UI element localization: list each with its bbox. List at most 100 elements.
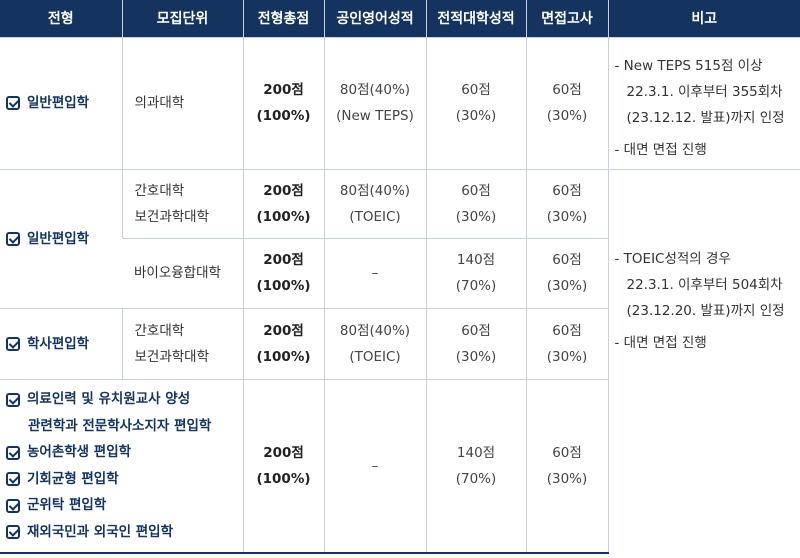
prev-percent: (30%) [455, 208, 497, 225]
prev-points: 140점 [456, 444, 496, 461]
checkbox-icon [6, 231, 20, 246]
english-test: (New TEPS) [336, 108, 414, 124]
header-note: 비고 [607, 0, 800, 37]
prev-score-cell: 60점 (30%) [425, 307, 526, 379]
english-test: (TOEIC) [349, 208, 401, 225]
total-points: 200점 [263, 322, 304, 339]
checkbox-icon [6, 472, 20, 486]
type-cell: 일반편입학 [0, 36, 122, 169]
table-row: 바이오융합대학 200점 (100%) – 140점 (70%) 60점 (30%) [0, 237, 800, 308]
table-row: 일반편입학 간호대학 보건과학대학 200점 (100%) 80점(40%) (TOE… [0, 168, 800, 553]
total-cell: 200점 (100%) [242, 168, 324, 238]
note-line: - 대면 면접 진행 [614, 335, 707, 352]
checkbox-icon [6, 445, 20, 460]
type-cell: 의료인력 및 유치원교사 양성 관련학과 전문학사소지자 편입학 농어촌학생 편… [0, 378, 243, 554]
english-cell: – [323, 237, 426, 308]
interview-cell: 60점 (30%) [525, 237, 608, 308]
total-cell: 200점 (100%) [242, 237, 324, 308]
unit-label: 간호대학 [134, 322, 185, 339]
checkbox-icon [6, 336, 20, 351]
interview-percent: (30%) [546, 208, 588, 225]
total-percent: (100%) [256, 208, 311, 225]
note-line: - TOEIC성적의 경우 [614, 251, 731, 268]
total-cell: 200점 (100%) [242, 36, 324, 169]
prev-percent: (70%) [455, 278, 497, 294]
unit-label: 간호대학 [134, 182, 185, 199]
total-percent: (100%) [256, 470, 311, 487]
total-points: 200점 [263, 444, 304, 461]
checkbox-icon [6, 392, 20, 407]
note-cell-toeic: - TOEIC성적의 경우 22.3.1. 이후부터 504회차 (23.12.… [607, 168, 800, 553]
table-row: 의료인력 및 유치원교사 양성 관련학과 전문학사소지자 편입학 농어촌학생 편… [0, 378, 800, 554]
note-line: - 대면 면접 진행 [614, 142, 707, 158]
note-line: (23.12.12. 발표)까지 인정 [626, 110, 785, 126]
interview-cell: 60점 (30%) [525, 36, 608, 169]
unit-cell: 의과대학 [121, 36, 243, 169]
type-label: 기회균형 편입학 [27, 470, 119, 487]
prev-score-cell: 140점 (70%) [425, 378, 526, 554]
prev-points: 60점 [461, 182, 491, 199]
type-cell: 학사편입학 [0, 307, 122, 379]
total-cell: 200점 (100%) [242, 378, 324, 554]
prev-percent: (70%) [455, 470, 497, 487]
english-empty: – [371, 457, 379, 474]
unit-label: 보건과학대학 [134, 348, 210, 365]
type-label: 일반편입학 [27, 95, 90, 111]
total-cell: 200점 (100%) [242, 307, 324, 379]
note-line: - New TEPS 515점 이상 [614, 58, 763, 74]
type-label: 관련학과 전문학사소지자 편입학 [28, 417, 212, 434]
header-type: 전형 [0, 0, 122, 37]
header-prev-score: 전적대학성적 [425, 0, 526, 37]
type-label: 의료인력 및 유치원교사 양성 [27, 391, 191, 408]
checkbox-icon [6, 525, 20, 539]
prev-points: 60점 [461, 82, 491, 98]
note-line: 22.3.1. 이후부터 504회차 [626, 277, 783, 294]
prev-score-cell: 140점 (70%) [425, 237, 526, 308]
type-cell: 일반편입학 [0, 168, 122, 308]
interview-cell: 60점 (30%) [525, 378, 608, 554]
total-percent: (100%) [256, 348, 311, 365]
interview-cell: 60점 (30%) [525, 168, 608, 238]
note-line: (23.12.20. 발표)까지 인정 [626, 303, 785, 320]
header-interview: 면접고사 [525, 0, 608, 37]
prev-points: 140점 [456, 252, 496, 268]
total-points: 200점 [263, 252, 304, 268]
type-label: 군위탁 편입학 [27, 497, 107, 514]
header-english: 공인영어성적 [323, 0, 426, 37]
total-percent: (100%) [256, 108, 311, 124]
prev-score-cell: 60점 (30%) [425, 36, 526, 169]
interview-cell: 60점 (30%) [525, 307, 608, 379]
type-label: 농어촌학생 편입학 [27, 444, 132, 461]
prev-score-cell: 60점 (30%) [425, 168, 526, 238]
english-cell: – [323, 378, 426, 554]
interview-percent: (30%) [546, 470, 588, 487]
checkbox-icon [6, 498, 20, 513]
type-label: 일반편입학 [27, 230, 90, 247]
unit-label: 보건과학대학 [134, 208, 210, 225]
english-points: 80점(40%) [339, 82, 411, 98]
prev-percent: (30%) [455, 108, 497, 124]
total-percent: (100%) [256, 278, 311, 294]
type-label: 재외국민과 외국인 편입학 [27, 523, 174, 540]
interview-percent: (30%) [546, 278, 588, 294]
total-points: 200점 [263, 182, 304, 199]
unit-label: 바이오융합대학 [134, 265, 221, 281]
interview-points: 60점 [552, 444, 582, 461]
prev-points: 60점 [461, 322, 491, 339]
english-points: 80점(40%) [339, 182, 411, 199]
english-cell: 80점(40%) (TOEIC) [323, 307, 426, 379]
table-row: 일반편입학 의과대학 200점 (100%) 80점(40%) (New TEPS)… [0, 36, 800, 169]
interview-points: 60점 [552, 82, 582, 98]
header-total: 전형총점 [242, 0, 324, 37]
total-points: 200점 [263, 82, 304, 98]
checkbox-icon [6, 96, 20, 110]
english-cell: 80점(40%) (New TEPS) [323, 36, 426, 169]
interview-percent: (30%) [546, 348, 588, 365]
interview-points: 60점 [552, 182, 582, 199]
unit-cell: 바이오융합대학 [122, 237, 243, 308]
note-cell-teps: - New TEPS 515점 이상 22.3.1. 이후부터 355회차 (2… [607, 36, 800, 169]
